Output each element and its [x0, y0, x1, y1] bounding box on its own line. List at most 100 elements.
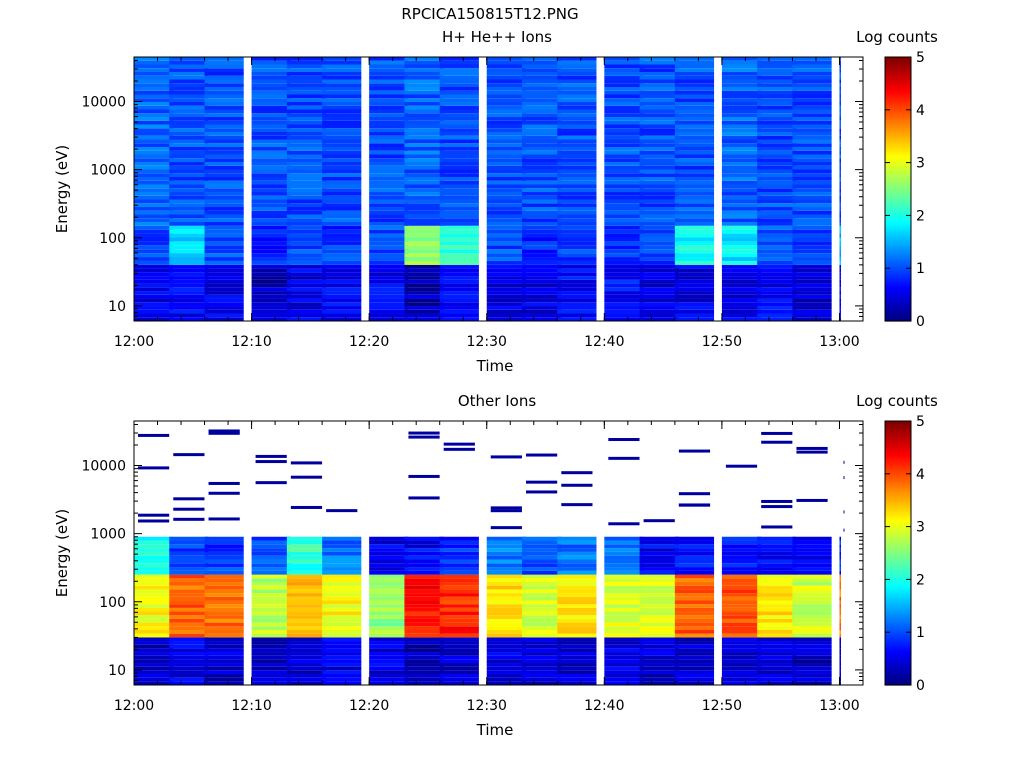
- heatmap-cell: [639, 57, 679, 61]
- heatmap-cell: [204, 294, 244, 299]
- heatmap-cell: [839, 626, 841, 631]
- heatmap-cell: [204, 210, 244, 215]
- heatmap-cell: [757, 268, 797, 273]
- heatmap-cell: [604, 210, 644, 215]
- heatmap-cell: [604, 570, 644, 575]
- heatmap-cell: [169, 276, 209, 280]
- heatmap-cell: [486, 540, 526, 545]
- heatmap-cell: [169, 548, 209, 552]
- heatmap-cell: [322, 83, 362, 88]
- heatmap-cell: [526, 490, 558, 494]
- heatmap-cell: [604, 283, 644, 288]
- heatmap-cell: [173, 497, 205, 501]
- heatmap-cell: [674, 253, 715, 258]
- heatmap-cell: [439, 124, 479, 129]
- heatmap-cell: [721, 551, 762, 556]
- heatmap-cell: [322, 555, 362, 560]
- heatmap-cell: [134, 555, 174, 560]
- heatmap-cell: [792, 222, 832, 226]
- heatmap-cell: [757, 615, 797, 619]
- heatmap-cell: [486, 283, 526, 288]
- heatmap-cell: [674, 674, 715, 678]
- heatmap-cell: [522, 276, 562, 280]
- heatmap-cell: [839, 652, 841, 656]
- heatmap-cell: [721, 57, 762, 61]
- heatmap-cell: [522, 589, 562, 594]
- heatmap-cell: [839, 139, 841, 144]
- heatmap-cell: [322, 165, 362, 170]
- heatmap-cell: [674, 98, 715, 103]
- heatmap-cell: [557, 207, 597, 211]
- heatmap-cell: [792, 218, 832, 223]
- heatmap-cell: [639, 589, 679, 594]
- x-tick-label: 12:50: [702, 334, 742, 350]
- heatmap-cell: [369, 630, 409, 634]
- heatmap-cell: [439, 102, 479, 106]
- heatmap-cell: [169, 87, 209, 91]
- heatmap-cell: [604, 147, 644, 151]
- heatmap-cell: [604, 184, 644, 189]
- heatmap-cell: [721, 283, 762, 288]
- heatmap-cell: [204, 147, 244, 151]
- heatmap-cell: [757, 199, 797, 204]
- heatmap-cell: [322, 139, 362, 144]
- heatmap-cell: [604, 113, 644, 118]
- heatmap-cell: [169, 589, 209, 594]
- heatmap-cell: [604, 582, 644, 586]
- heatmap-cell: [522, 306, 562, 310]
- heatmap-cell: [557, 68, 597, 73]
- heatmap-cell: [204, 287, 244, 292]
- heatmap-cell: [134, 279, 174, 284]
- heatmap-cell: [757, 622, 797, 627]
- heatmap-cell: [792, 563, 832, 568]
- heatmap-cell: [721, 611, 762, 616]
- heatmap-cell: [322, 574, 362, 579]
- heatmap-cell: [674, 105, 715, 110]
- heatmap-cell: [721, 548, 762, 552]
- heatmap-cell: [486, 154, 526, 159]
- heatmap-cell: [204, 677, 244, 682]
- heatmap-cell: [674, 279, 715, 284]
- heatmap-cell: [757, 626, 797, 631]
- heatmap-cell: [721, 94, 762, 99]
- heatmap-cell: [792, 214, 832, 219]
- heatmap-cell: [674, 207, 715, 211]
- heatmap-cell: [839, 681, 841, 685]
- heatmap-cell: [839, 618, 841, 623]
- heatmap-cell: [286, 75, 327, 80]
- heatmap-cell: [404, 618, 444, 623]
- heatmap-cell: [251, 165, 291, 170]
- heatmap-cell: [839, 233, 841, 238]
- heatmap-cell: [286, 313, 327, 318]
- heatmap-cell: [604, 268, 644, 273]
- heatmap-cell: [639, 607, 679, 612]
- heatmap-cell: [322, 94, 362, 99]
- heatmap-cell: [792, 681, 832, 685]
- heatmap-cell: [439, 313, 479, 318]
- heatmap-cell: [134, 544, 174, 549]
- heatmap-cell: [486, 109, 526, 114]
- heatmap-cell: [439, 276, 479, 280]
- heatmap-cell: [522, 158, 562, 163]
- heatmap-cell: [604, 276, 644, 280]
- heatmap-cell: [322, 124, 362, 129]
- heatmap-cell: [721, 593, 762, 597]
- heatmap-cell: [757, 184, 797, 189]
- heatmap-cell: [251, 253, 291, 258]
- heatmap-cell: [404, 600, 444, 605]
- heatmap-cell: [757, 64, 797, 69]
- heatmap-cell: [134, 184, 174, 189]
- heatmap-cell: [439, 659, 479, 664]
- heatmap-cell: [757, 132, 797, 136]
- heatmap-cell: [251, 604, 291, 608]
- heatmap-cell: [522, 143, 562, 148]
- heatmap-cell: [757, 630, 797, 634]
- heatmap-cell: [792, 585, 832, 590]
- heatmap-cell: [439, 184, 479, 189]
- heatmap-cell: [322, 544, 362, 549]
- heatmap-cell: [604, 578, 644, 583]
- heatmap-cell: [639, 302, 679, 307]
- heatmap-cell: [439, 192, 479, 196]
- heatmap-cell: [322, 87, 362, 91]
- y-axis-label: Energy (eV): [53, 145, 71, 233]
